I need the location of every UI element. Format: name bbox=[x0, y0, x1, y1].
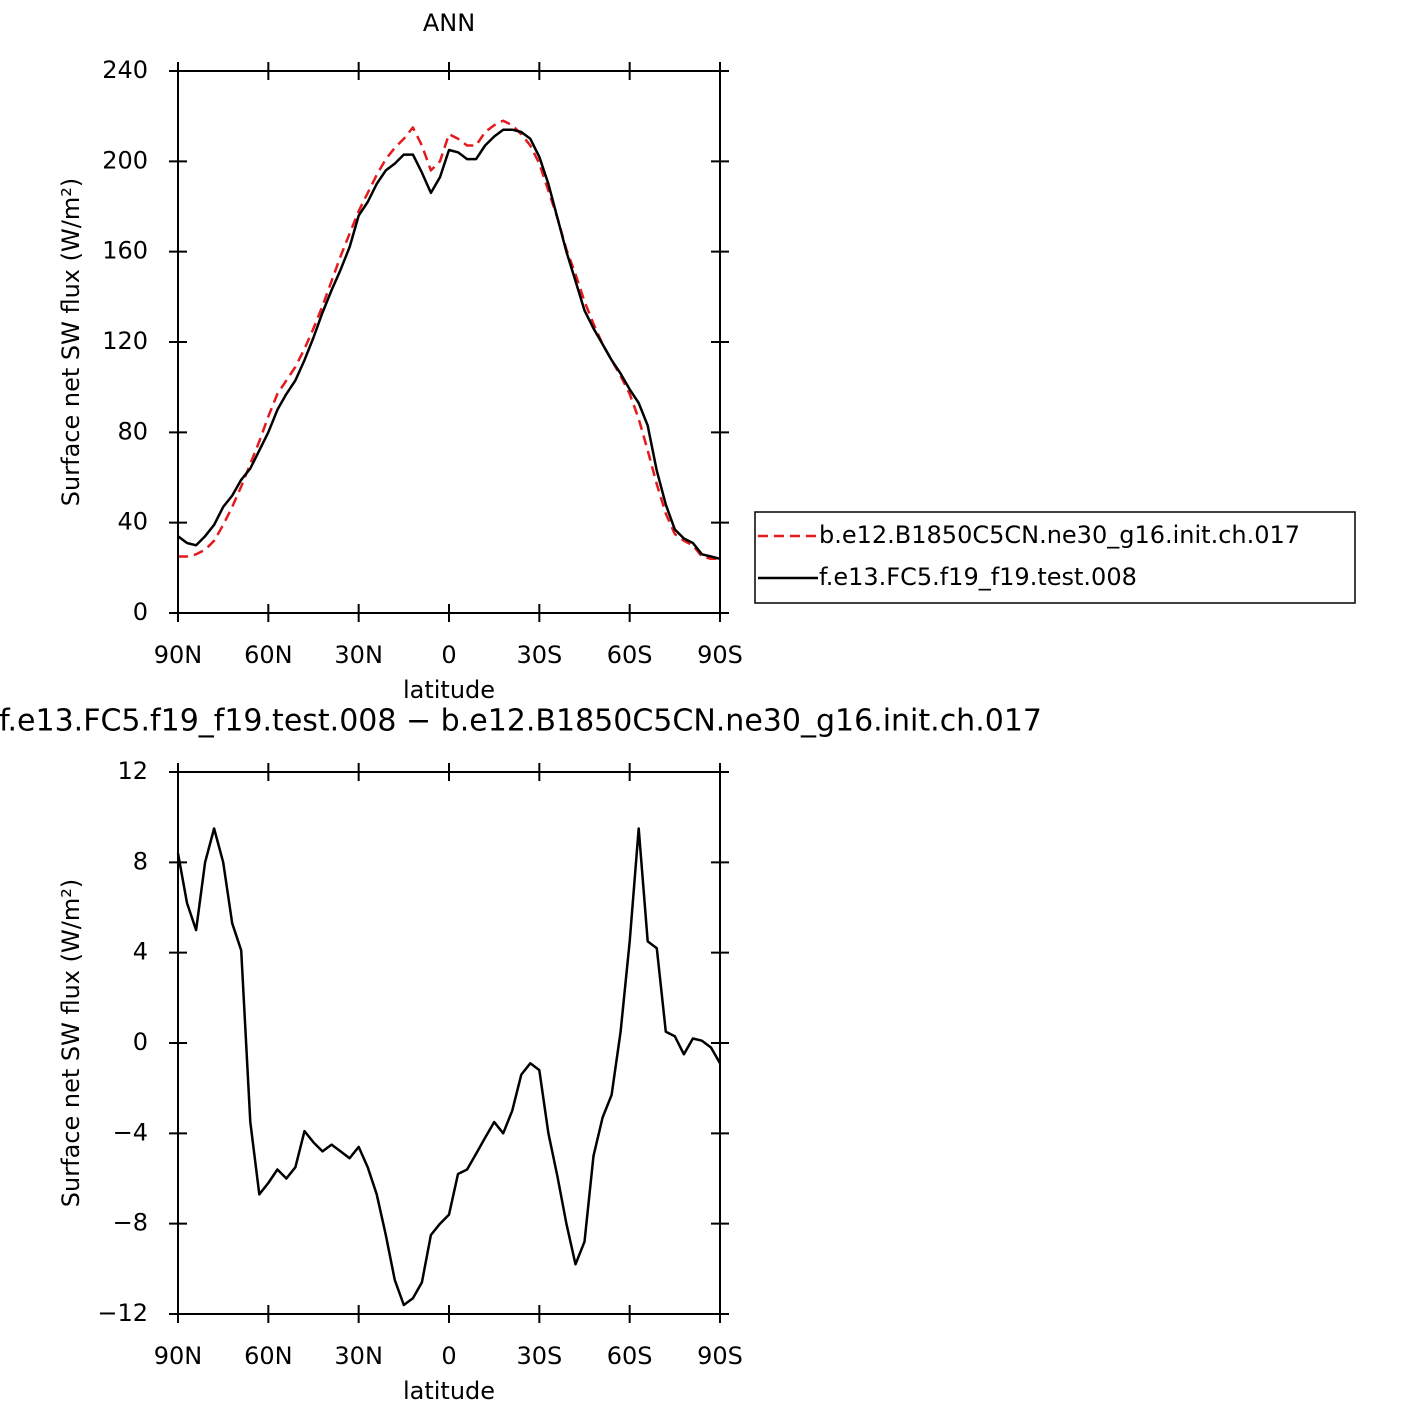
x-tick-label: 90N bbox=[154, 1342, 203, 1370]
y-tick-label: 0 bbox=[133, 1028, 148, 1056]
x-tick-label: 30N bbox=[334, 1342, 383, 1370]
y-tick-label: 120 bbox=[102, 327, 148, 355]
y-axis-label: Surface net SW flux (W/m²) bbox=[57, 178, 85, 506]
data-line bbox=[177, 128, 721, 561]
y-tick-label: 4 bbox=[133, 938, 148, 966]
x-tick-label: 0 bbox=[441, 641, 456, 669]
x-tick-label: 0 bbox=[441, 1342, 456, 1370]
x-tick-label: 30S bbox=[516, 641, 562, 669]
x-tick-label: 60N bbox=[244, 1342, 293, 1370]
y-tick-label: 12 bbox=[117, 757, 148, 785]
y-tick-label: 160 bbox=[102, 237, 148, 265]
x-tick-label: 60N bbox=[244, 641, 293, 669]
y-tick-label: 240 bbox=[102, 56, 148, 84]
x-tick-label: 90N bbox=[154, 641, 203, 669]
y-tick-label: −4 bbox=[113, 1118, 148, 1146]
y-tick-label: 8 bbox=[133, 847, 148, 875]
x-tick-label: 90S bbox=[697, 641, 743, 669]
x-tick-label: 90S bbox=[697, 1342, 743, 1370]
y-axis-label: Surface net SW flux (W/m²) bbox=[57, 879, 85, 1207]
plot-frame bbox=[177, 771, 721, 1315]
legend-label: b.e12.B1850C5CN.ne30_g16.init.ch.017 bbox=[819, 521, 1300, 549]
x-tick-label: 30N bbox=[334, 641, 383, 669]
x-tick-label: 60S bbox=[607, 1342, 653, 1370]
x-axis-label: latitude bbox=[403, 676, 495, 704]
y-tick-label: −12 bbox=[97, 1299, 148, 1327]
y-tick-label: 200 bbox=[102, 146, 148, 174]
y-tick-label: −8 bbox=[113, 1209, 148, 1237]
data-line bbox=[178, 119, 720, 561]
x-tick-label: 30S bbox=[516, 1342, 562, 1370]
legend-box bbox=[754, 511, 1356, 604]
legend-label: f.e13.FC5.f19_f19.test.008 bbox=[819, 563, 1137, 591]
chart-title: ANN bbox=[423, 9, 475, 37]
y-tick-label: 40 bbox=[117, 508, 148, 536]
x-axis-label: latitude bbox=[403, 1377, 495, 1405]
data-line bbox=[176, 827, 722, 1307]
chart-title: f.e13.FC5.f19_f19.test.008 − b.e12.B1850… bbox=[0, 704, 1042, 739]
y-tick-label: 80 bbox=[117, 417, 148, 445]
x-tick-label: 60S bbox=[607, 641, 653, 669]
y-tick-label: 0 bbox=[133, 598, 148, 626]
